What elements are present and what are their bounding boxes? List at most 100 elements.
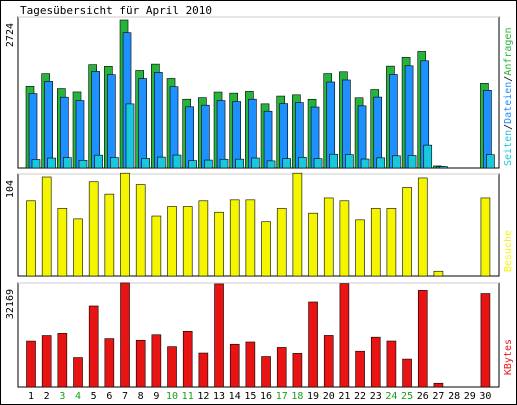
- x-tick-label: 21: [338, 391, 350, 402]
- bar-besuche: [386, 208, 397, 277]
- bar-kbytes: [198, 352, 209, 388]
- bar-besuche: [402, 187, 412, 277]
- chart-title: Tagesübersicht für April 2010: [20, 4, 212, 17]
- legend-besuche: Besuche: [503, 230, 514, 272]
- y-axis-max-label: 32169: [5, 289, 16, 319]
- bar-besuche: [135, 184, 146, 277]
- bar-besuche: [339, 200, 350, 277]
- bar-kbytes: [229, 343, 240, 388]
- bar-besuche: [261, 221, 271, 277]
- x-tick-label: 15: [244, 391, 256, 402]
- bar-kbytes: [261, 356, 271, 388]
- x-tick-label: 26: [417, 391, 429, 402]
- bar-seiten: [219, 158, 229, 169]
- bar-dateien: [263, 110, 273, 169]
- bar-besuche: [88, 181, 99, 277]
- bar-besuche: [355, 219, 365, 277]
- x-tick-label: 10: [166, 391, 178, 402]
- bar-kbytes: [57, 333, 68, 388]
- bar-seiten: [486, 154, 495, 169]
- bar-besuche: [104, 193, 115, 277]
- bar-dateien: [28, 93, 38, 169]
- bar-seiten: [329, 153, 339, 169]
- bar-seiten: [110, 157, 119, 169]
- bar-kbytes: [88, 305, 99, 388]
- x-tick-label: 3: [59, 391, 65, 402]
- bar-seiten: [204, 159, 213, 169]
- x-tick-label: 5: [91, 391, 97, 402]
- bar-besuche: [73, 218, 83, 277]
- bar-seiten: [376, 157, 386, 169]
- x-tick-label: 22: [354, 391, 366, 402]
- bar-seiten: [31, 159, 41, 169]
- panel-visits: 104 Besuche: [5, 172, 514, 277]
- bar-seiten: [423, 144, 433, 169]
- bar-dateien: [185, 106, 194, 169]
- x-tick-label: 24: [385, 391, 397, 402]
- bar-dateien: [232, 101, 242, 169]
- legend-anfragen: Anfragen: [503, 28, 514, 76]
- x-tick-label: 14: [229, 391, 241, 402]
- bar-kbytes: [151, 334, 162, 388]
- bar-seiten: [94, 154, 103, 169]
- bar-kbytes: [214, 283, 224, 388]
- x-tick-label: 25: [401, 391, 413, 402]
- legend-separator: /: [503, 76, 514, 82]
- bar-dateien: [404, 65, 414, 169]
- bar-dateien: [154, 72, 163, 169]
- bar-besuche: [323, 197, 334, 277]
- bar-dateien: [201, 104, 210, 169]
- x-tick-label: 12: [197, 391, 209, 402]
- bar-kbytes: [480, 293, 491, 388]
- bar-besuche: [276, 208, 287, 277]
- x-tick-label: 2: [44, 391, 50, 402]
- bar-dateien: [248, 98, 257, 169]
- bar-seiten: [392, 155, 401, 169]
- bar-kbytes: [417, 290, 428, 388]
- x-tick-label: 27: [432, 391, 444, 402]
- bar-kbytes: [433, 382, 444, 388]
- x-tick-label: 28: [448, 391, 460, 402]
- bar-seiten: [141, 158, 150, 169]
- bar-kbytes: [370, 336, 381, 388]
- bar-besuche: [182, 206, 193, 277]
- x-tick-label: 8: [138, 391, 144, 402]
- bar-besuche: [308, 212, 318, 277]
- x-tick-label: 16: [260, 391, 272, 402]
- bar-dateien: [357, 105, 367, 169]
- bar-besuche: [417, 177, 428, 277]
- legend-dateien: Dateien: [503, 82, 514, 124]
- bar-kbytes: [41, 335, 52, 388]
- bar-kbytes: [26, 340, 36, 388]
- legend-kbytes: KBytes: [503, 339, 514, 375]
- bar-seiten: [235, 158, 245, 169]
- bar-dateien: [389, 74, 398, 169]
- bar-besuche: [198, 200, 209, 277]
- bar-besuche: [167, 206, 177, 277]
- bar-besuche: [370, 208, 381, 277]
- bar-seiten: [78, 159, 88, 169]
- x-tick-label: 11: [182, 391, 194, 402]
- bar-dateien: [91, 71, 100, 169]
- bar-seiten: [157, 156, 166, 169]
- bar-dateien: [216, 100, 226, 169]
- bar-seiten: [298, 157, 307, 169]
- x-tick-label: 19: [307, 391, 319, 402]
- x-tick-label: 7: [122, 391, 128, 402]
- y-axis-max-label: 104: [5, 180, 16, 198]
- bar-besuche: [26, 200, 36, 277]
- bar-dateien: [75, 100, 85, 169]
- panel-kbytes: 32169 KBytes: [5, 282, 514, 388]
- x-tick-label: 20: [323, 391, 335, 402]
- bar-kbytes: [292, 353, 303, 388]
- bar-besuche: [433, 270, 444, 277]
- bar-kbytes: [276, 347, 287, 388]
- x-tick-label: 23: [370, 391, 382, 402]
- bar-seiten: [439, 166, 448, 169]
- bar-kbytes: [245, 341, 256, 388]
- y-axis-max-label: 2724: [5, 23, 16, 47]
- bar-seiten: [188, 160, 197, 169]
- bar-kbytes: [135, 339, 146, 388]
